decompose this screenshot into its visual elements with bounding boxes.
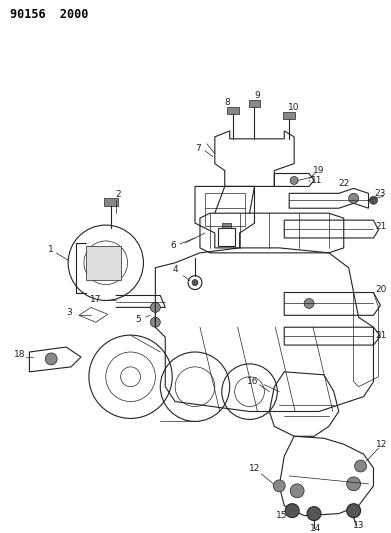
Polygon shape — [86, 246, 121, 280]
Text: 12: 12 — [376, 440, 387, 449]
Text: 9: 9 — [255, 91, 260, 100]
Circle shape — [192, 280, 198, 286]
Text: 10: 10 — [289, 102, 300, 111]
Text: 12: 12 — [249, 464, 260, 473]
Text: 19: 19 — [313, 166, 325, 175]
Circle shape — [307, 507, 321, 521]
Circle shape — [347, 477, 361, 491]
Circle shape — [45, 353, 57, 365]
Circle shape — [369, 196, 377, 204]
Text: 5: 5 — [136, 315, 142, 324]
Text: 90156  2000: 90156 2000 — [10, 8, 88, 21]
Text: 4: 4 — [172, 265, 178, 274]
Text: 23: 23 — [375, 189, 386, 198]
Text: 1: 1 — [48, 245, 54, 254]
Text: 22: 22 — [338, 179, 350, 188]
Circle shape — [285, 504, 299, 518]
Bar — [249, 100, 260, 107]
Text: 3: 3 — [66, 308, 72, 317]
Circle shape — [355, 460, 366, 472]
Bar — [227, 107, 239, 114]
Circle shape — [349, 193, 359, 203]
Circle shape — [151, 317, 160, 327]
Circle shape — [290, 176, 298, 184]
Text: 21: 21 — [376, 222, 387, 231]
Text: 15: 15 — [276, 511, 287, 520]
Text: 14: 14 — [310, 524, 322, 533]
Text: 8: 8 — [225, 98, 231, 107]
Text: 16: 16 — [247, 377, 258, 386]
Text: 11: 11 — [311, 176, 323, 185]
Text: 17: 17 — [90, 295, 102, 304]
Circle shape — [304, 298, 314, 309]
Text: 6: 6 — [170, 241, 176, 251]
Text: 21: 21 — [376, 330, 387, 340]
Text: 13: 13 — [353, 521, 364, 530]
Bar — [283, 112, 295, 119]
Text: 7: 7 — [195, 144, 201, 153]
Text: 18: 18 — [14, 351, 25, 359]
Circle shape — [151, 302, 160, 312]
Circle shape — [347, 504, 361, 518]
Circle shape — [273, 480, 285, 492]
Bar — [222, 223, 231, 228]
Bar — [104, 198, 118, 206]
Text: 2: 2 — [116, 190, 122, 199]
Circle shape — [290, 484, 304, 498]
Text: 20: 20 — [376, 285, 387, 294]
